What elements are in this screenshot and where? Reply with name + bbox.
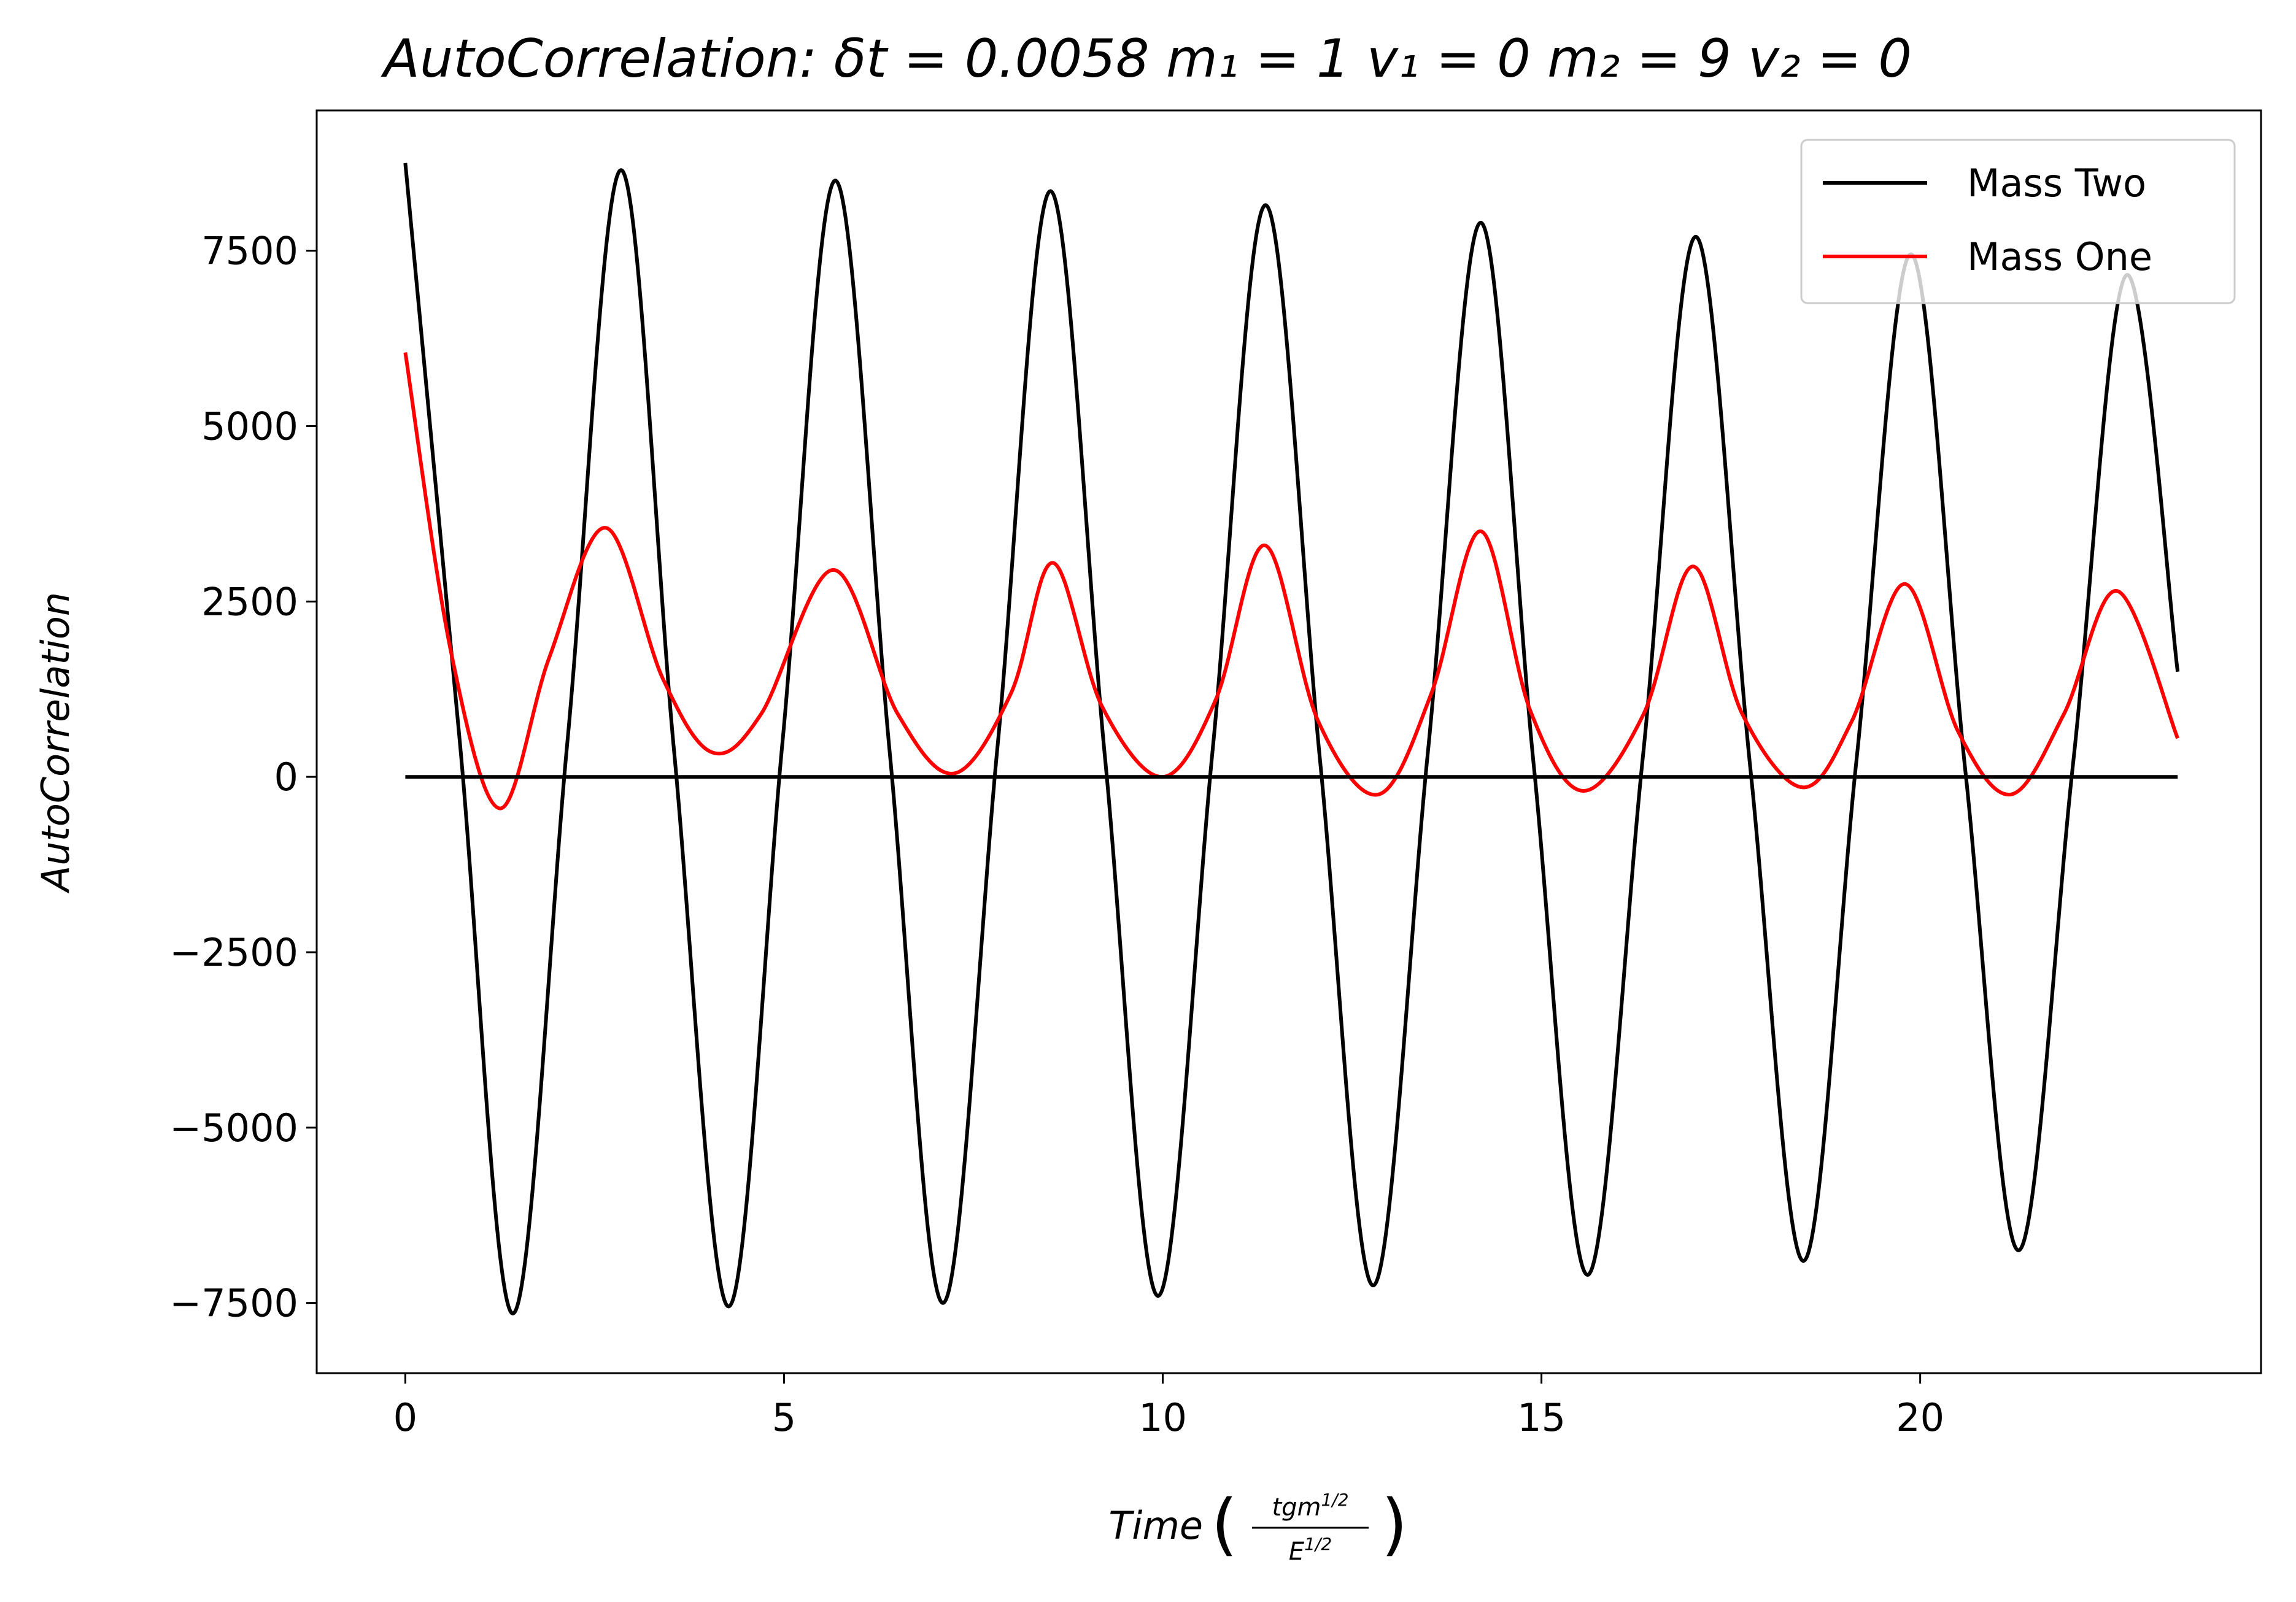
x-tick-label: 5: [772, 1395, 796, 1440]
x-axis-label: Time ( tgm1/2 E1/2 ): [1108, 1485, 1407, 1566]
y-tick-label: 2500: [201, 579, 298, 624]
series-line-mass-one: [403, 352, 2179, 811]
x-axis-left-paren: (: [1212, 1485, 1238, 1563]
y-axis-ticks: −7500 −5000 −2500 0 2500 5000 7500: [169, 229, 317, 1326]
x-tick-label: 10: [1138, 1395, 1187, 1440]
x-axis-fraction-numerator: tgm1/2: [1272, 1490, 1348, 1522]
x-axis-fraction-numerator-exp: 1/2: [1321, 1490, 1348, 1510]
x-tick-label: 0: [393, 1395, 417, 1440]
chart-title: AutoCorrelation: δt = 0.0058 m₁ = 1 v₁ =…: [381, 28, 1912, 90]
x-axis-fraction-denominator-base: E: [1289, 1538, 1305, 1566]
x-axis-ticks: 0 5 10 15 20: [393, 1373, 1944, 1440]
y-tick-label: 0: [274, 755, 298, 799]
legend: Mass Two Mass One: [1800, 139, 2236, 304]
x-tick-label: 15: [1517, 1395, 1566, 1440]
x-tick-label: 20: [1896, 1395, 1944, 1440]
x-axis-fraction-numerator-base: tgm: [1272, 1493, 1321, 1522]
x-axis-fraction-denominator-exp: 1/2: [1304, 1534, 1332, 1554]
y-tick-label: −7500: [169, 1281, 298, 1326]
x-axis-fraction-denominator: E1/2: [1289, 1534, 1332, 1566]
y-tick-label: −2500: [169, 930, 298, 975]
y-tick-label: −5000: [169, 1106, 298, 1150]
series-line-mass-two: [403, 163, 2180, 1315]
y-axis-label: AutoCorrelation: [33, 592, 78, 894]
legend-label-mass-two: Mass Two: [1967, 161, 2146, 206]
series-layer: [403, 163, 2180, 1315]
x-axis-right-paren: ): [1382, 1485, 1408, 1563]
x-axis-label-text: Time: [1108, 1503, 1203, 1548]
y-tick-label: 5000: [201, 404, 298, 449]
y-tick-label: 7500: [201, 229, 298, 274]
plot-frame: [315, 109, 2262, 1374]
legend-label-mass-one: Mass One: [1967, 234, 2152, 279]
legend-box: [1800, 139, 2236, 304]
